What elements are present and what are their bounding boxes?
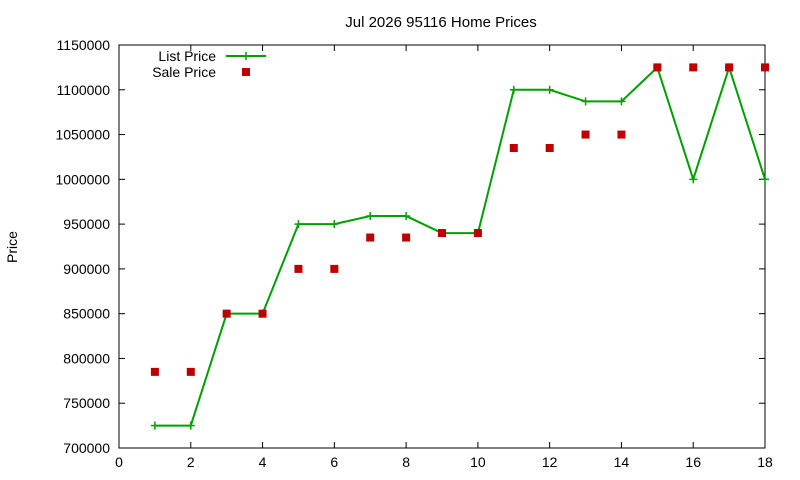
sale-price-point <box>294 264 303 273</box>
legend-marker-list-price <box>242 52 250 60</box>
series-sale-price <box>150 63 769 376</box>
y-tick-label: 1100000 <box>57 82 111 98</box>
x-tick-label: 16 <box>685 454 701 470</box>
x-tick-label: 6 <box>330 454 338 470</box>
list-price-point <box>509 85 518 94</box>
x-tick-label: 12 <box>542 454 558 470</box>
sale-price-point <box>761 63 769 72</box>
series-list-price <box>150 63 769 430</box>
list-price-point <box>330 220 339 229</box>
sale-price-point <box>473 229 482 238</box>
x-tick-label: 18 <box>757 454 773 470</box>
list-price-point <box>150 421 159 430</box>
sale-price-point <box>725 63 734 72</box>
list-price-point <box>545 85 554 94</box>
list-price-point <box>366 212 375 221</box>
y-tick-label: 700000 <box>63 440 110 456</box>
x-tick-label: 2 <box>187 454 195 470</box>
y-tick-label: 1150000 <box>57 37 111 53</box>
list-price-point <box>689 175 698 184</box>
list-price-point <box>617 97 626 106</box>
y-tick-label: 900000 <box>63 261 110 277</box>
y-tick-label: 950000 <box>63 216 110 232</box>
plot-border <box>118 44 766 449</box>
list-price-point <box>761 175 769 184</box>
x-tick-label: 14 <box>614 454 630 470</box>
sale-price-point <box>330 264 339 273</box>
y-axis-label: Price <box>4 231 20 263</box>
series-area <box>150 63 769 430</box>
sale-price-point <box>150 367 159 376</box>
sale-price-point <box>186 367 195 376</box>
y-tick-label: 1000000 <box>55 171 110 187</box>
sale-price-point <box>222 309 231 318</box>
y-tick-label: 850000 <box>63 306 110 322</box>
list-price-point <box>294 220 303 229</box>
list-price-point <box>402 212 411 221</box>
x-tick-label: 0 <box>115 454 123 470</box>
axes <box>118 44 766 449</box>
list-price-point <box>186 421 195 430</box>
sale-price-point <box>258 309 267 318</box>
y-tick-label: 750000 <box>63 395 110 411</box>
x-tick-label: 10 <box>470 454 486 470</box>
sale-price-point <box>509 143 518 152</box>
x-tick-label: 4 <box>259 454 267 470</box>
legend-label-sale-price: Sale Price <box>152 64 216 80</box>
sale-price-point <box>545 143 554 152</box>
sale-price-point <box>581 130 590 139</box>
tick-marks: 0 2 4 6 8 10 12 14 16 18 700000 750000 800000 850000 9… <box>55 37 773 470</box>
y-tick-label: 800000 <box>63 350 110 366</box>
x-tick-label: 8 <box>402 454 410 470</box>
legend-swatch-sale-price <box>242 68 250 76</box>
sale-price-point <box>366 233 375 242</box>
list-price-point <box>581 97 590 106</box>
list-price-line <box>154 64 766 427</box>
chart-title: Jul 2026 95116 Home Prices <box>345 14 537 31</box>
sale-price-point <box>689 63 698 72</box>
sale-price-point <box>617 130 626 139</box>
legend-label-list-price: List Price <box>158 48 216 64</box>
sale-price-point <box>402 233 411 242</box>
y-tick-label: 1050000 <box>55 127 110 143</box>
sale-price-point <box>438 229 446 238</box>
sale-price-point <box>653 63 662 72</box>
